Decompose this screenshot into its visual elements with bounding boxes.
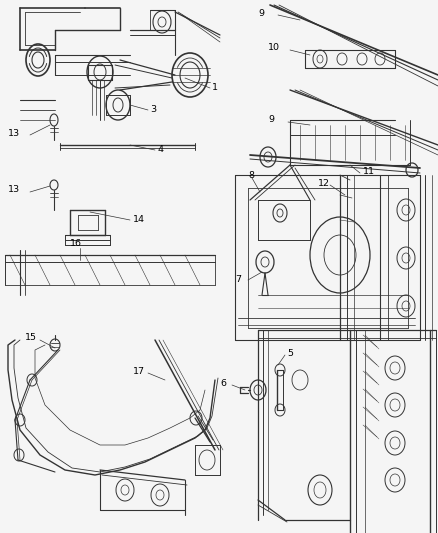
Text: 9: 9 xyxy=(268,116,274,125)
Text: 5: 5 xyxy=(287,349,293,358)
Text: 4: 4 xyxy=(157,144,163,154)
Text: 15: 15 xyxy=(25,334,37,343)
Text: 9: 9 xyxy=(258,9,264,18)
Text: 13: 13 xyxy=(8,128,20,138)
Text: 8: 8 xyxy=(248,171,254,180)
Text: 13: 13 xyxy=(8,185,20,195)
Text: 12: 12 xyxy=(318,179,330,188)
Text: 11: 11 xyxy=(363,167,375,176)
Text: 1: 1 xyxy=(212,83,218,92)
Text: 16: 16 xyxy=(70,239,82,248)
Text: 7: 7 xyxy=(235,274,241,284)
Text: 17: 17 xyxy=(133,367,145,376)
Text: 14: 14 xyxy=(133,214,145,223)
Text: 6: 6 xyxy=(220,378,226,387)
Text: 3: 3 xyxy=(150,104,156,114)
Text: 10: 10 xyxy=(268,44,280,52)
